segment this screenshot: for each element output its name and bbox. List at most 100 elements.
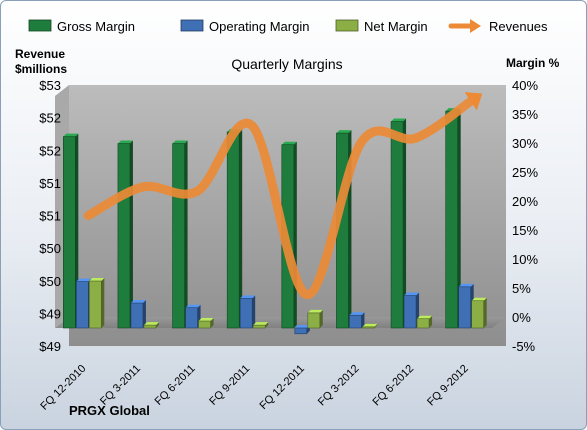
bar-net-margin: [198, 320, 211, 329]
right-tick-label: 40%: [512, 78, 538, 93]
bar-top: [281, 141, 297, 145]
left-tick-label: $50: [39, 274, 61, 289]
bar-top: [89, 278, 105, 282]
right-tick-label: 25%: [512, 165, 538, 180]
right-tick-label: 20%: [512, 194, 538, 209]
bar-side: [483, 297, 487, 328]
bar-net-margin: [252, 324, 266, 329]
bar-top: [198, 318, 214, 322]
legend-label: Operating Margin: [209, 19, 309, 34]
plot-area: $53 $52 $52 $51 $51 $50 $50 $49 $49 40% 35% 30% 25% 2…: [38, 78, 538, 413]
legend: Gross Margin Operating Margin Net Margin Re…: [28, 19, 548, 34]
bar-top: [458, 283, 474, 287]
bar-operating-margin: [76, 281, 89, 329]
bar-top: [172, 140, 188, 144]
bar-operating-margin: [130, 302, 144, 329]
bar-net-margin: [362, 326, 375, 329]
revenue-line: [83, 96, 476, 300]
legend-arrowhead: [470, 19, 481, 33]
category-label: FQ 9-2012: [425, 363, 471, 409]
right-axis-label: Margin %: [506, 56, 560, 70]
bar-net-margin: [471, 300, 484, 329]
bar-side: [403, 118, 407, 329]
right-tick-label: 35%: [512, 107, 538, 122]
bar-top: [143, 322, 159, 326]
bar-gross-margin: [63, 136, 76, 329]
bar-gross-margin: [172, 143, 185, 329]
bar-top: [471, 297, 487, 301]
legend-swatch: [335, 19, 359, 32]
right-tick-label: 10%: [512, 252, 538, 267]
bar-side: [210, 318, 214, 328]
bar-side: [319, 309, 323, 328]
bar-top: [130, 300, 146, 304]
bar-side: [429, 315, 433, 328]
bar-top: [63, 133, 79, 137]
bar-side: [142, 300, 146, 328]
bar-side: [184, 140, 188, 328]
bar-top: [417, 315, 433, 319]
legend-swatch: [28, 19, 52, 32]
category-label: FQ 12-2011: [258, 363, 307, 412]
company-name: PRGX Global: [69, 403, 150, 418]
bar-operating-margin: [185, 307, 198, 329]
right-tick-label: -5%: [512, 339, 536, 354]
revenue-arrowhead: [464, 92, 483, 111]
bar-top: [76, 278, 92, 282]
bar-top: [185, 304, 201, 308]
category-label: FQ 6-2012: [371, 363, 417, 409]
chart-title: Quarterly Margins: [231, 56, 342, 72]
legend-label: Revenues: [489, 19, 548, 34]
bar-top: [240, 295, 256, 299]
bar-gross-margin: [390, 121, 404, 329]
right-tick-label: 30%: [512, 136, 538, 151]
left-axis-label-unit: $millions: [15, 62, 67, 76]
legend-label: Gross Margin: [57, 19, 135, 34]
bar-side: [361, 312, 365, 328]
bar-top: [253, 322, 269, 326]
bar-net-margin: [89, 280, 102, 329]
bar-side: [75, 133, 79, 328]
bar-net-margin: [416, 318, 430, 329]
bar-side: [239, 128, 243, 328]
legend-swatch: [180, 19, 204, 32]
bar-net-margin: [143, 324, 157, 329]
bar-operating-margin: [349, 314, 362, 329]
bar-side: [252, 295, 256, 328]
left-tick-label: $51: [39, 209, 61, 224]
bar-top: [349, 312, 365, 316]
right-tick-label: 0%: [512, 310, 531, 325]
bar-side: [265, 322, 269, 328]
bar-operating-margin: [458, 286, 471, 329]
bar-top: [404, 292, 420, 296]
left-tick-label: $51: [39, 176, 61, 191]
left-axis-label: Revenue: [15, 47, 65, 61]
category-label: FQ 3-2012: [316, 363, 362, 409]
category-label: FQ 3-2011: [98, 363, 143, 408]
bar-operating-margin: [239, 298, 253, 329]
legend-label: Net Margin: [364, 19, 428, 34]
bar-net-margin: [307, 312, 321, 329]
left-tick-label: $52: [39, 143, 61, 158]
left-tick-label: $52: [39, 111, 61, 126]
bar-top: [391, 118, 407, 122]
left-tick-label: $50: [39, 241, 61, 256]
bar-side: [374, 323, 378, 328]
bar-gross-margin: [445, 110, 458, 329]
bar-top: [362, 323, 378, 327]
bar-top: [294, 325, 310, 328]
bar-side: [155, 322, 159, 328]
left-tick-label: $49: [39, 306, 61, 321]
bar-gross-margin: [226, 131, 240, 329]
bar-top: [336, 130, 352, 134]
bar-side: [293, 141, 297, 328]
bar-top: [307, 309, 323, 313]
right-tick-label: 15%: [512, 223, 538, 238]
category-label: FQ 6-2011: [153, 363, 198, 408]
right-tick-label: 5%: [512, 281, 531, 296]
bar-side: [457, 108, 461, 328]
bar-operating-margin: [403, 295, 417, 329]
left-tick-label: $49: [39, 339, 61, 354]
